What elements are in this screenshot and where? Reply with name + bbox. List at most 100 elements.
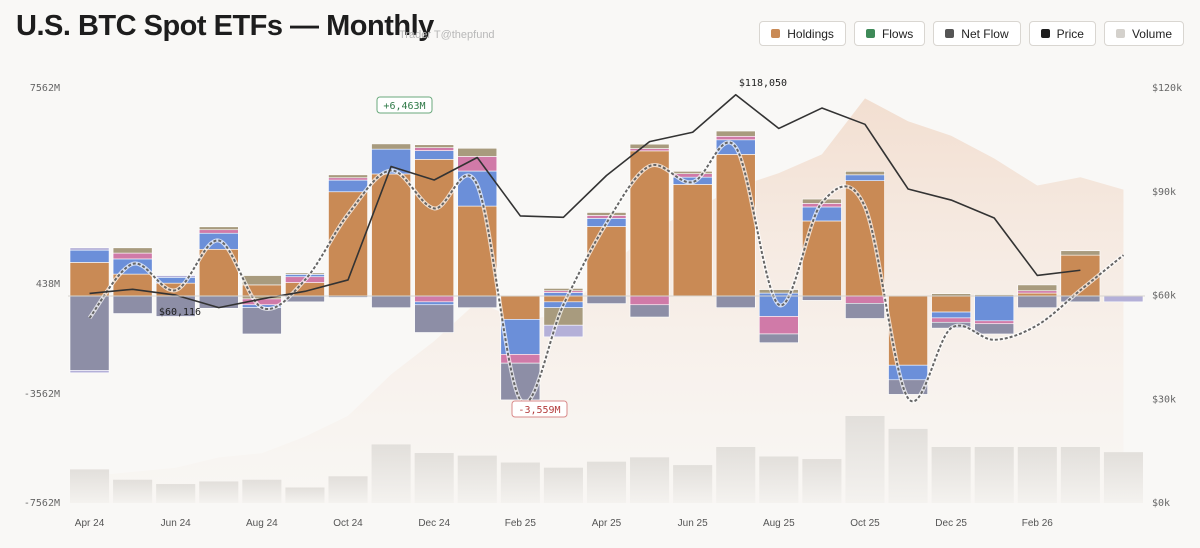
outflow-segment xyxy=(500,295,541,320)
volume-swatch xyxy=(1115,29,1125,38)
inflow-segment xyxy=(242,275,282,286)
outflow-segment xyxy=(1017,295,1058,308)
volume-bar xyxy=(242,479,282,503)
left-axis-tick: 438M xyxy=(36,279,60,290)
right-axis-tick: $90k xyxy=(1152,187,1176,198)
left-axis-tick: -7562M xyxy=(24,498,60,509)
volume-bar xyxy=(156,484,196,503)
volume-bar xyxy=(759,456,799,503)
inflow-segment xyxy=(802,206,842,222)
outflow-segment xyxy=(715,295,756,308)
inflow-segment xyxy=(629,148,670,152)
inflow-segment xyxy=(758,289,799,294)
outflow-segment xyxy=(845,302,885,319)
x-axis-tick: Feb 26 xyxy=(1022,518,1054,529)
outflow-segment xyxy=(629,295,670,306)
volume-bar xyxy=(543,467,583,503)
inflow-segment xyxy=(69,247,110,251)
volume-bar xyxy=(586,461,627,503)
volume-bar xyxy=(70,469,110,503)
x-axis-tick: Oct 25 xyxy=(850,518,880,529)
left-axis-tick: 7562M xyxy=(30,83,60,94)
legend-price-button[interactable]: Price xyxy=(1028,21,1096,46)
outflow-segment xyxy=(414,304,455,333)
inflow-segment xyxy=(69,249,110,263)
inflow-segment xyxy=(715,135,756,141)
volume-bar xyxy=(630,457,670,503)
annotations-layer: +6,463M -3,559M $118,050 $60,116 xyxy=(159,78,787,418)
x-axis-tick: Aug 24 xyxy=(246,518,278,529)
outflow-segment xyxy=(198,295,239,309)
outflow-segment xyxy=(974,295,1015,322)
holdings-swatch xyxy=(771,29,781,38)
volume-bar xyxy=(802,459,842,503)
outflow-segment xyxy=(414,295,455,303)
legend-holdings-label: Holdings xyxy=(787,26,834,41)
outflow-segment xyxy=(888,364,928,381)
author-credit: Trader T@thepfund xyxy=(399,29,495,41)
outflow-segment xyxy=(242,307,282,335)
legend-flows-label: Flows xyxy=(881,26,914,41)
volume-bar xyxy=(673,465,713,503)
volume-bar xyxy=(1060,447,1100,503)
volume-bar xyxy=(328,476,368,503)
volume-bar xyxy=(845,416,885,503)
inflow-segment xyxy=(543,288,584,292)
inflow-segment xyxy=(715,130,756,137)
x-axis-tick: Jun 25 xyxy=(678,518,708,529)
inflow-segment xyxy=(715,154,756,297)
outflow-segment xyxy=(112,295,153,314)
outflow-segment xyxy=(371,295,411,308)
price-swatch xyxy=(1040,29,1050,38)
right-axis-tick: $60k xyxy=(1152,291,1176,302)
volume-bar xyxy=(113,479,153,503)
inflow-segment xyxy=(328,174,368,179)
volume-bar xyxy=(888,428,928,503)
outflow-segment xyxy=(457,295,498,308)
inflow-segment xyxy=(112,247,153,254)
volume-bar xyxy=(1017,447,1057,503)
inflow-segment xyxy=(328,179,368,193)
legend-holdings-button[interactable]: Holdings xyxy=(759,21,846,46)
inflow-segment xyxy=(629,150,670,297)
outflow-segment xyxy=(974,320,1015,325)
inflow-segment xyxy=(543,292,584,297)
inflow-segment xyxy=(586,226,627,297)
inflow-segment xyxy=(1017,290,1058,294)
x-axis-tick: Apr 24 xyxy=(75,518,105,529)
inflow-segment xyxy=(285,272,325,275)
netflow-swatch xyxy=(945,29,955,38)
volume-bar xyxy=(931,447,971,503)
inflow-segment xyxy=(457,147,498,157)
inflow-segment xyxy=(672,184,713,297)
legend-volume-button[interactable]: Volume xyxy=(1103,21,1184,46)
x-axis-tick: Jun 24 xyxy=(161,518,191,529)
inflow-segment xyxy=(414,159,455,297)
legend-flows-button[interactable]: Flows xyxy=(853,21,926,46)
legend-netflow-button[interactable]: Net Flow xyxy=(933,21,1021,46)
axes-layer: 7562M 438M -3562M -7562M $120k $90k $60k $30k $0… xyxy=(24,83,1182,529)
volume-bar xyxy=(1103,452,1143,503)
legend: Holdings Flows Net Flow Price Volume xyxy=(759,21,1184,46)
min-flow-badge xyxy=(511,400,568,418)
inflow-segment xyxy=(586,212,627,216)
max-flow-badge xyxy=(376,96,433,114)
inflow-segment xyxy=(845,180,885,297)
inflow-segment xyxy=(112,252,153,260)
x-axis-tick: Dec 24 xyxy=(418,518,450,529)
volume-bar xyxy=(500,462,540,503)
outflow-segment xyxy=(543,307,584,326)
inflow-segment xyxy=(328,177,368,181)
x-axis-tick: Apr 25 xyxy=(592,518,622,529)
lines-layer xyxy=(87,93,1125,405)
flows-swatch xyxy=(865,29,875,38)
min-flow-label: -3,559M xyxy=(518,405,560,416)
legend-volume-label: Volume xyxy=(1131,26,1172,41)
max-price-label: $118,050 xyxy=(739,78,787,89)
legend-netflow-label: Net Flow xyxy=(961,26,1009,41)
inflow-segment xyxy=(414,144,455,148)
inflow-segment xyxy=(69,262,110,297)
legend-price-label: Price xyxy=(1056,26,1084,41)
inflow-segment xyxy=(285,274,325,278)
